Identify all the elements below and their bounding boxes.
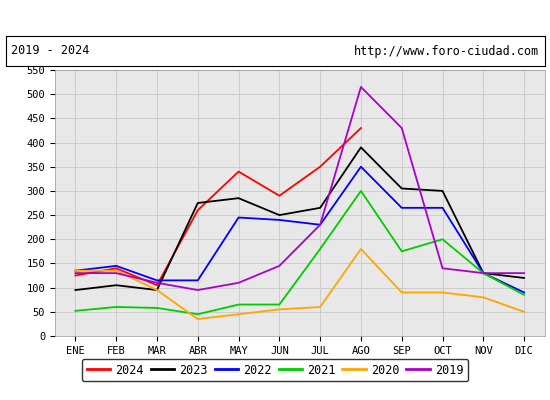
Text: http://www.foro-ciudad.com: http://www.foro-ciudad.com: [354, 44, 539, 58]
Legend: 2024, 2023, 2022, 2021, 2020, 2019: 2024, 2023, 2022, 2021, 2020, 2019: [82, 359, 468, 381]
Text: 2019 - 2024: 2019 - 2024: [11, 44, 89, 58]
Text: Evolucion Nº Turistas Extranjeros en el municipio de Astorga: Evolucion Nº Turistas Extranjeros en el …: [24, 11, 526, 25]
